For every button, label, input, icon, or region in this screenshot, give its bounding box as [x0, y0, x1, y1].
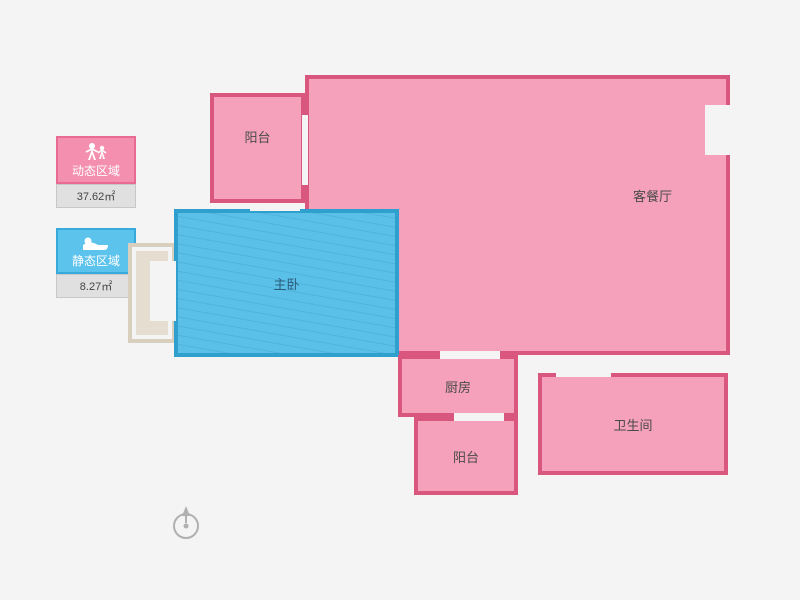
room-balcony1-label: 阳台	[244, 127, 270, 146]
room-bathroom: 卫生间	[538, 373, 728, 475]
room-living-label: 客餐厅	[633, 186, 672, 205]
floorplan: 客餐厅阳台主卧厨房阳台卫生间	[150, 75, 730, 495]
wall-opening	[440, 351, 500, 359]
legend-static-value: 8.27㎡	[56, 274, 136, 298]
legend-dynamic-label: 动态区域	[58, 164, 134, 178]
wall-opening	[150, 261, 176, 321]
room-kitchen: 厨房	[398, 355, 518, 417]
room-bedroom: 主卧	[174, 209, 399, 357]
wall-opening	[302, 115, 308, 185]
wall-opening	[250, 203, 300, 211]
people-icon	[82, 142, 110, 162]
room-bathroom-label: 卫生间	[613, 415, 652, 434]
room-kitchen-label: 厨房	[445, 377, 471, 396]
room-bedroom-label: 主卧	[273, 274, 299, 293]
sleep-icon	[80, 234, 112, 252]
wall-opening	[454, 413, 504, 421]
wall-opening	[556, 369, 611, 377]
room-balcony2-label: 阳台	[453, 447, 479, 466]
legend-dynamic: 动态区域 37.62㎡	[56, 136, 136, 208]
legend-static-block: 静态区域	[56, 228, 136, 274]
compass-icon	[166, 502, 206, 547]
legend-dynamic-value: 37.62㎡	[56, 184, 136, 208]
legend-dynamic-block: 动态区域	[56, 136, 136, 184]
legend-static: 静态区域 8.27㎡	[56, 228, 136, 298]
room-balcony1: 阳台	[210, 93, 305, 203]
legend-static-label: 静态区域	[58, 254, 134, 268]
wall-opening	[705, 105, 731, 155]
room-balcony2: 阳台	[414, 417, 518, 495]
